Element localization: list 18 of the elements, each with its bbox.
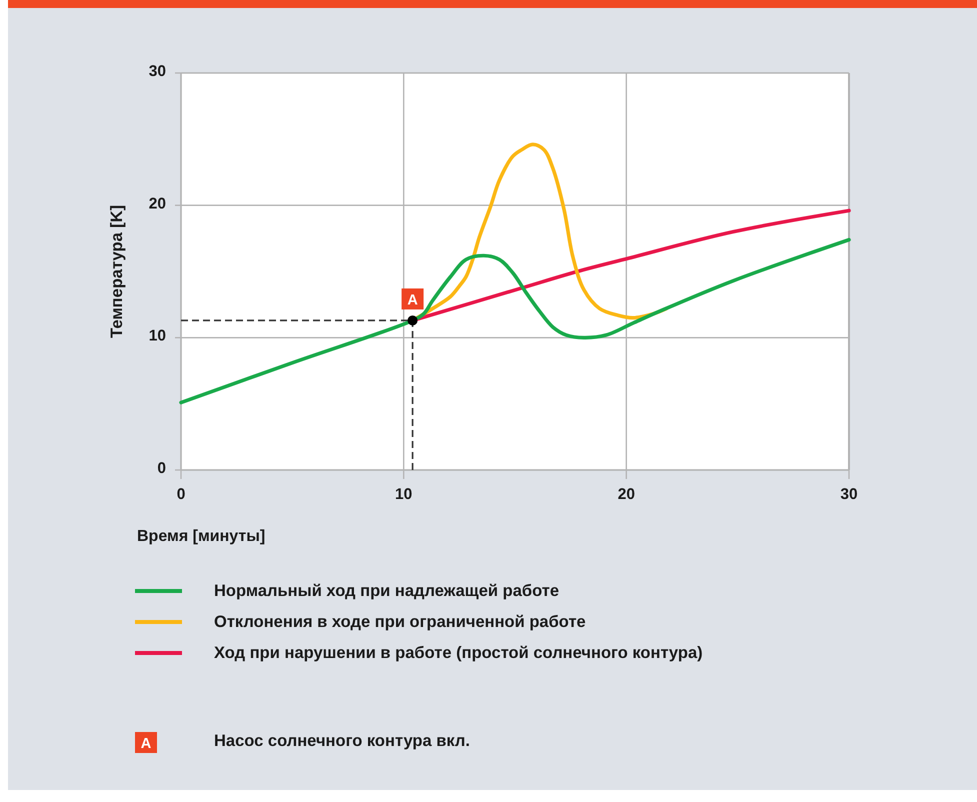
y-tick-label: 20 xyxy=(148,195,166,212)
legend-label: Отклонения в ходе при ограниченной работе xyxy=(214,613,586,631)
letter-badge: A xyxy=(402,288,424,310)
legend-label: Нормальный ход при надлежащей работе xyxy=(214,582,560,600)
text: Насос солнечного контура вкл. xyxy=(214,732,470,750)
y-axis-title: Температура [K] xyxy=(108,204,126,338)
y-tick-label: 0 xyxy=(157,460,166,477)
x-tick-label: 10 xyxy=(395,486,412,503)
line-series xyxy=(179,238,851,404)
x-tick-label: 30 xyxy=(840,486,858,503)
x-axis-title: Время [минуты] xyxy=(137,528,266,545)
y-tick-label: 10 xyxy=(148,328,166,345)
letter-badge: A xyxy=(135,732,157,753)
x-tick-label: 20 xyxy=(618,486,635,503)
annotation: A xyxy=(407,292,418,308)
x-tick-label: 0 xyxy=(176,486,186,503)
y-tick-label: 30 xyxy=(148,63,166,80)
legend-label: Ход при нарушении в работе (простой солнечного контура) xyxy=(214,644,703,662)
